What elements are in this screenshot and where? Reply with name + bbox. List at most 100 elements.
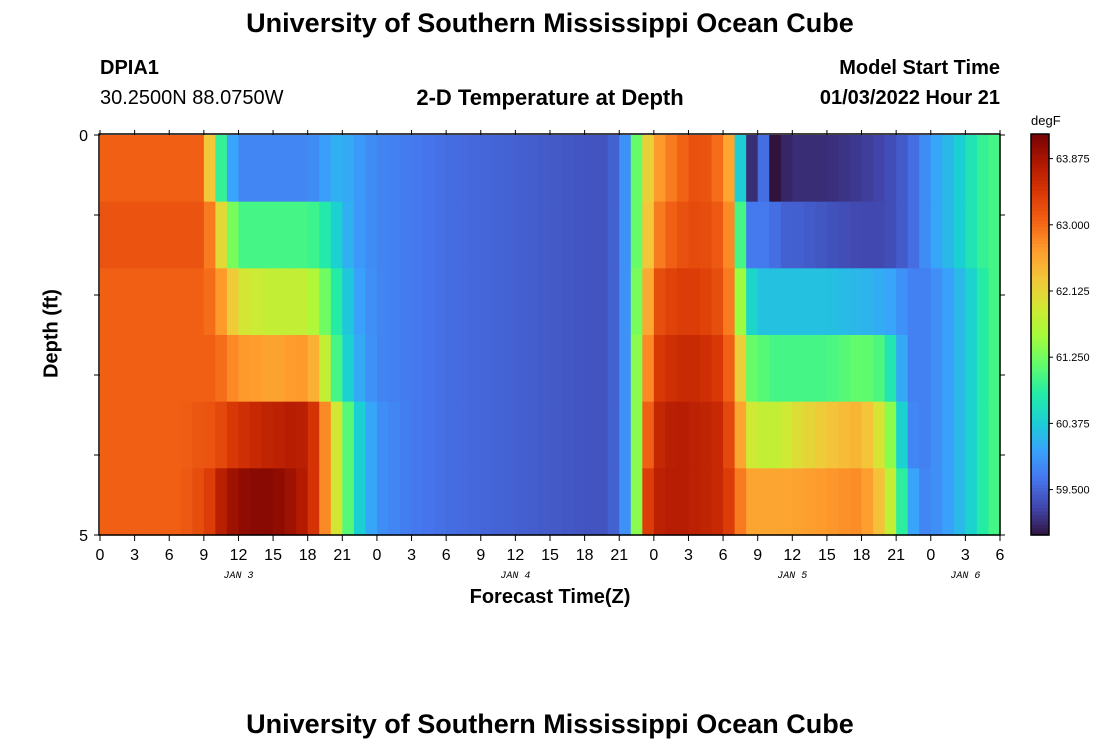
heatmap-cell [203, 135, 216, 203]
heatmap-cell [192, 335, 205, 403]
colorbar-segment [1031, 421, 1049, 426]
heatmap-cell [942, 335, 955, 403]
heatmap-cell [584, 268, 597, 336]
heatmap-cell [123, 468, 136, 536]
colorbar-segment [1031, 154, 1049, 158]
station-id: DPIA1 [100, 57, 159, 79]
heatmap-cell [550, 401, 563, 469]
heatmap-cell [515, 268, 528, 336]
heatmap-cell [976, 335, 990, 403]
heatmap-cell [561, 201, 574, 269]
heatmap-cell [676, 268, 690, 336]
heatmap-cell [411, 401, 424, 469]
colorbar-segment [1031, 491, 1049, 496]
heatmap-cell [538, 468, 551, 536]
heatmap-cell [411, 268, 424, 336]
colorbar-segment [1031, 334, 1049, 339]
colorbar-segment [1031, 260, 1049, 265]
heatmap-cell [238, 401, 251, 469]
colorbar-segment [1031, 327, 1049, 332]
heatmap-cell [734, 201, 747, 269]
heatmap-cell [400, 468, 413, 536]
colorbar-segment [1031, 478, 1049, 483]
colorbar-segment [1031, 434, 1049, 439]
heatmap-cell [596, 268, 609, 336]
heatmap-cell [642, 401, 655, 469]
heatmap-cell [492, 135, 505, 203]
colorbar-segment [1031, 187, 1049, 192]
heatmap-cell [192, 468, 205, 536]
x-tick-label: 3 [407, 547, 416, 564]
heatmap-cell [342, 335, 355, 403]
x-tick-label: 0 [372, 547, 381, 564]
heatmap-cell [573, 201, 586, 269]
heatmap-cell [907, 468, 920, 536]
x-tick-label: 9 [753, 547, 762, 564]
x-tick-label: 15 [541, 547, 559, 564]
heatmap-cell [907, 201, 920, 269]
heatmap-cell [550, 135, 563, 203]
heatmap-cell [319, 335, 332, 403]
heatmap-cell [388, 335, 401, 403]
heatmap-cell [457, 335, 470, 403]
colorbar-segment [1031, 317, 1049, 322]
colorbar-segment [1031, 237, 1049, 242]
heatmap-cell [180, 268, 193, 336]
heatmap-cell [780, 401, 793, 469]
heatmap-cell [873, 401, 886, 469]
heatmap-cell [203, 335, 216, 403]
heatmap-cell [342, 135, 355, 203]
colorbar-segment [1031, 494, 1049, 499]
heatmap-cell [388, 268, 401, 336]
heatmap-cell [792, 401, 805, 469]
heatmap-cell [238, 468, 251, 536]
colorbar-segment [1031, 331, 1049, 336]
heatmap-cell [665, 468, 678, 536]
colorbar-segment [1031, 140, 1049, 145]
heatmap-cell [250, 335, 263, 403]
heatmap-cell [146, 268, 159, 336]
colorbar-segment [1031, 267, 1049, 272]
heatmap-cell [930, 335, 943, 403]
heatmap-cell [100, 401, 113, 469]
x-tick-label: 18 [299, 547, 317, 564]
x-tick-label: 21 [887, 547, 905, 564]
x-date-label: JAN 5 [777, 571, 807, 582]
heatmap-cell [215, 335, 228, 403]
heatmap-cell [619, 468, 632, 536]
heatmap-cell [376, 268, 390, 336]
heatmap-cell [353, 401, 366, 469]
heatmap-cell [700, 201, 713, 269]
heatmap-cell [723, 135, 736, 203]
heatmap-cell [676, 201, 690, 269]
heatmap-cell [896, 135, 909, 203]
heatmap-cell [815, 268, 828, 336]
heatmap-cell [250, 468, 263, 536]
heatmap-cell [642, 335, 655, 403]
heatmap-cell [157, 135, 170, 203]
heatmap-cell [284, 268, 297, 336]
heatmap-cell [480, 201, 493, 269]
heatmap-cell [261, 468, 274, 536]
colorbar-segment [1031, 210, 1049, 215]
heatmap-cell [965, 401, 978, 469]
heatmap-cell [826, 268, 840, 336]
colorbar-unit: degF [1031, 113, 1061, 128]
heatmap-cell [630, 335, 643, 403]
heatmap-cell [965, 468, 978, 536]
heatmap-cell [976, 135, 990, 203]
heatmap-cell [319, 468, 332, 536]
heatmap-cell [434, 268, 447, 336]
heatmap-cell [538, 135, 551, 203]
heatmap-cell [180, 401, 193, 469]
heatmap-cell [526, 468, 540, 536]
heatmap-cell [111, 201, 124, 269]
heatmap-cell [250, 135, 263, 203]
heatmap-cell [250, 268, 263, 336]
x-tick-label: 12 [230, 547, 248, 564]
heatmap-cell [665, 201, 678, 269]
colorbar-segment [1031, 344, 1049, 349]
heatmap-cell [838, 201, 851, 269]
heatmap-cell [492, 401, 505, 469]
heatmap-cell [157, 468, 170, 536]
